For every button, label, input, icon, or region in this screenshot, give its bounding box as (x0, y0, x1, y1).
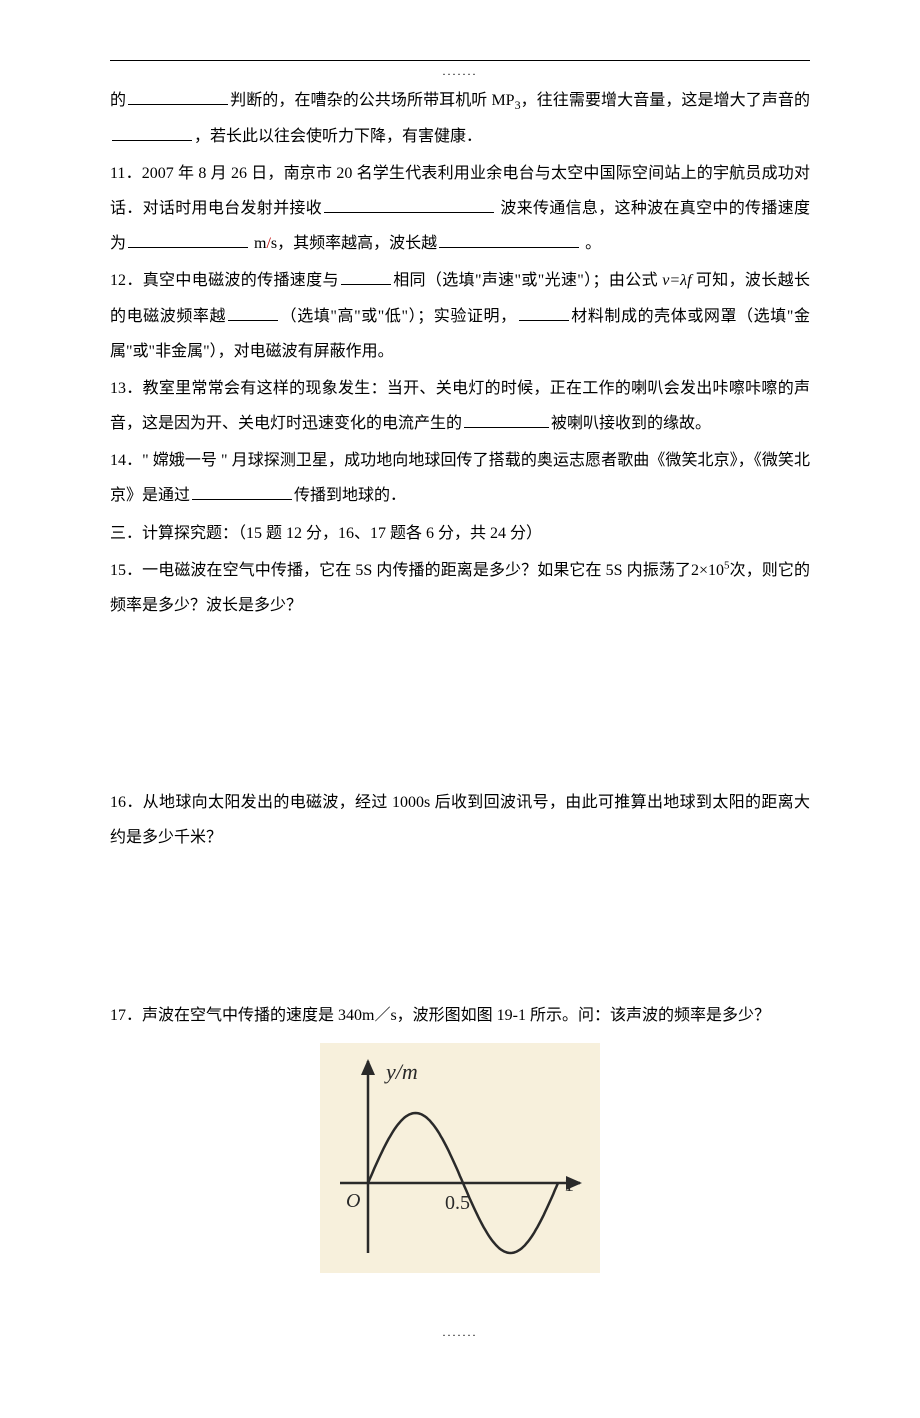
q15-math: 2×10 (691, 562, 724, 579)
top-rule (110, 60, 810, 61)
q15-t1: 15．一电磁波在空气中传播，它在 5S 内传播的距离是多少？如果它在 5S 内振… (110, 562, 691, 579)
q12-formula: v=λf (662, 272, 691, 289)
q14: 14．" 嫦娥一号 " 月球探测卫星，成功地向地球回传了搭载的奥运志愿者歌曲《微… (110, 443, 810, 513)
q12-t2: 相同（选填"声速"或"光速"）；由公式 (393, 272, 662, 289)
page-content: 的判断的，在嘈杂的公共场所带耳机听 MP3，往往需要增大音量，这是增大了声音的，… (110, 83, 810, 1286)
q14-t1: 14．" 嫦娥一号 " 月球探测卫星，成功地向地球回传了搭载的奥运志愿者歌曲《微… (110, 452, 810, 504)
q15-workspace (110, 625, 810, 785)
svg-text:O: O (346, 1190, 360, 1212)
q16: 16．从地球向太阳发出的电磁波，经过 1000s 后收到回波讯号，由此可推算出地… (110, 785, 810, 855)
q11-blank1 (324, 212, 494, 213)
q13: 13．教室里常常会有这样的现象发生：当开、关电灯的时候，正在工作的喇叭会发出咔嚓… (110, 371, 810, 441)
q13-blank (464, 427, 549, 428)
q11-blank2 (128, 247, 248, 248)
q10-mid1: 判断的，在嘈杂的公共场所带耳机听 MP (230, 92, 515, 109)
figure-19-1: y/m O 0.5 1 (110, 1043, 810, 1286)
q14-t2: 传播到地球的． (294, 487, 406, 504)
q11: 11．2007 年 8 月 26 日，南京市 20 名学生代表利用业余电台与太空… (110, 156, 810, 262)
q10-mid3: ，若长此以往会使听力下降，有害健康． (194, 128, 482, 145)
q12-blank3 (519, 320, 569, 321)
q12-blank2 (228, 320, 278, 321)
footer-dots: ....... (110, 1326, 810, 1338)
q12-t1: 12．真空中电磁波的传播速度与 (110, 272, 339, 289)
q13-t2: 被喇叭接收到的缘故。 (551, 415, 711, 432)
q12: 12．真空中电磁波的传播速度与相同（选填"声速"或"光速"）；由公式 v=λf … (110, 263, 810, 369)
q11-blank3 (439, 247, 579, 248)
q16-workspace (110, 858, 810, 998)
wave-figure-svg: y/m O 0.5 1 (320, 1043, 600, 1273)
q17: 17．声波在空气中传播的速度是 340m／s，波形图如图 19-1 所示。问：该… (110, 998, 810, 1033)
q10-pre: 的 (110, 92, 126, 109)
q10-tail: 的判断的，在嘈杂的公共场所带耳机听 MP3，往往需要增大音量，这是增大了声音的，… (110, 83, 810, 154)
header-dots: ....... (110, 65, 810, 77)
q11-t3: m (250, 235, 266, 252)
svg-text:0.5: 0.5 (445, 1192, 470, 1214)
q15: 15．一电磁波在空气中传播，它在 5S 内传播的距离是多少？如果它在 5S 内振… (110, 553, 810, 623)
svg-text:1: 1 (564, 1174, 574, 1196)
svg-text:y/m: y/m (384, 1059, 418, 1084)
q12-blank1 (341, 284, 391, 285)
q10-blank1 (128, 104, 228, 105)
q10-blank2 (112, 140, 192, 141)
q12-t4: （选填"高"或"低"）；实验证明， (280, 308, 517, 325)
q10-mid2: ，往往需要增大音量，这是增大了声音的 (521, 92, 810, 109)
q11-t4: 。 (581, 235, 601, 252)
q14-blank (192, 499, 292, 500)
section-3-heading: 三．计算探究题：（15 题 12 分，16、17 题各 6 分，共 24 分） (110, 516, 810, 551)
q11-t3b: s，其频率越高，波长越 (271, 235, 437, 252)
